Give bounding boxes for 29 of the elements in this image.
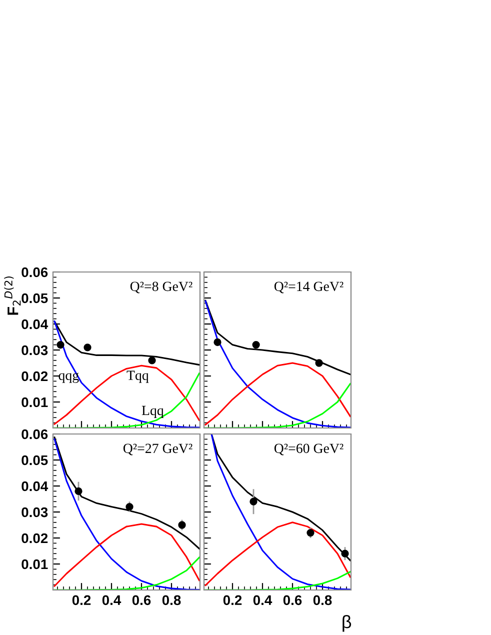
y-tick-label: 0.05 (22, 293, 48, 304)
y-tick-label: 0.06 (22, 429, 48, 440)
series-label: Tqq (126, 370, 149, 383)
series-label: qqg (58, 372, 79, 383)
y-tick-label: 0.02 (22, 533, 48, 544)
y-tick-label: 0.06 (22, 267, 48, 278)
y-tick-label: 0.02 (22, 371, 48, 382)
x-tick-label: 0.4 (102, 595, 122, 606)
y-tick-label: 0.01 (22, 397, 48, 408)
y-axis-title: F$_{2}$$^{D(2)}$ (4, 276, 21, 315)
y-tick-label: 0.03 (22, 507, 48, 518)
annotation: Q²=14 GeV² (274, 282, 344, 294)
annotation: Q²=8 GeV² (130, 282, 192, 294)
x-tick-label: 0.4 (253, 595, 272, 606)
x-tick-label: 0.6 (283, 595, 302, 606)
annotation: Q²=60 GeV² (274, 444, 344, 456)
y-tick-label: 0.05 (22, 455, 48, 466)
series-label: Lqq (142, 406, 164, 418)
y-tick-label: 0.03 (22, 345, 48, 356)
y-tick-label: 0.04 (22, 319, 48, 330)
annotation: Q²=27 GeV² (123, 444, 192, 456)
x-tick-label: 0.6 (132, 595, 151, 606)
x-tick-label: 0.8 (162, 595, 181, 606)
x-tick-label: 0.8 (313, 595, 332, 606)
x-tick-label: 0.2 (223, 595, 242, 606)
y-tick-label: 0.04 (22, 481, 48, 492)
y-tick-label: 0.01 (22, 559, 48, 570)
x-tick-label: 0.2 (72, 595, 91, 606)
x-axis-title: β (342, 614, 352, 632)
